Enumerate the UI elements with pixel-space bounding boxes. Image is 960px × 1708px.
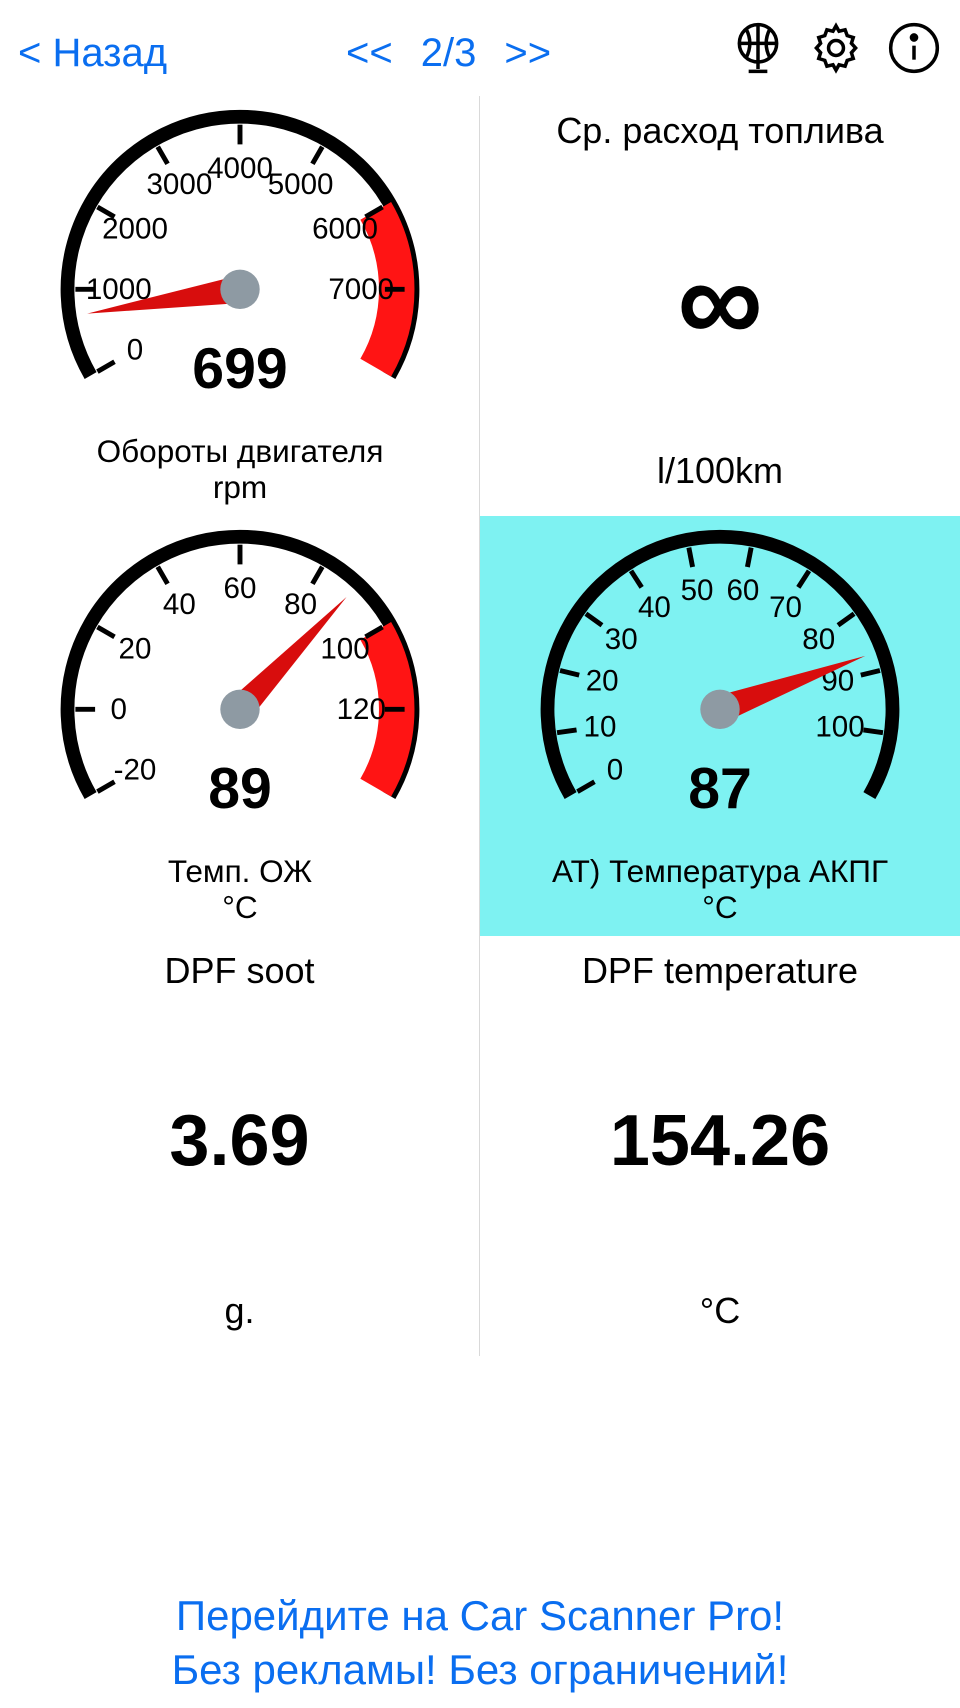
svg-text:50: 50	[681, 574, 714, 607]
panel-dpf-temp[interactable]: DPF temperature 154.26 °C	[480, 936, 960, 1356]
svg-text:5000: 5000	[267, 168, 333, 201]
svg-text:Обороты двигателя: Обороты двигателя	[96, 433, 383, 469]
svg-text:60: 60	[223, 572, 256, 605]
next-page-button[interactable]: >>	[504, 31, 551, 76]
svg-text:20: 20	[118, 633, 151, 666]
svg-text:6000: 6000	[312, 213, 378, 246]
prev-page-button[interactable]: <<	[346, 31, 393, 76]
svg-text:30: 30	[605, 623, 638, 656]
panel-fuel[interactable]: Ср. расход топлива ∞ l/100km	[480, 96, 960, 516]
gauge-atf[interactable]: 010203040506070809010087AT) Температура …	[480, 516, 960, 936]
info-icon[interactable]	[886, 20, 942, 86]
svg-text:0: 0	[126, 334, 142, 367]
svg-text:699: 699	[192, 337, 287, 401]
svg-text:20: 20	[586, 665, 619, 698]
svg-text:7000: 7000	[328, 273, 394, 306]
svg-text:120: 120	[336, 693, 385, 726]
promo-banner[interactable]: Перейдите на Car Scanner Pro! Без реклам…	[0, 1589, 960, 1698]
svg-text:rpm: rpm	[212, 469, 266, 505]
dpf-soot-value: 3.69	[169, 992, 309, 1290]
svg-text:3000: 3000	[146, 168, 212, 201]
svg-text:°C: °C	[222, 889, 257, 925]
dpf-temp-unit: °C	[700, 1290, 740, 1356]
svg-text:0: 0	[607, 754, 623, 787]
dpf-soot-title: DPF soot	[160, 942, 318, 992]
svg-text:100: 100	[320, 633, 369, 666]
svg-text:-20: -20	[113, 754, 156, 787]
svg-text:4000: 4000	[207, 152, 273, 185]
svg-text:Темп. ОЖ: Темп. ОЖ	[167, 853, 311, 889]
svg-text:10: 10	[584, 710, 617, 743]
svg-text:100: 100	[815, 710, 864, 743]
svg-text:0: 0	[110, 693, 126, 726]
svg-text:80: 80	[802, 623, 835, 656]
dpf-soot-unit: g.	[224, 1290, 254, 1356]
svg-text:°C: °C	[702, 889, 737, 925]
globe-icon[interactable]	[730, 20, 786, 86]
gauge-rpm[interactable]: 01000200030004000500060007000699Обороты …	[0, 96, 480, 516]
gauge-coolant[interactable]: -20 0 20 40 60 80100 120 89 Темп. ОЖ°C	[0, 516, 480, 936]
dpf-temp-value: 154.26	[610, 992, 830, 1290]
back-button[interactable]: < Назад	[18, 31, 167, 76]
svg-text:2000: 2000	[102, 213, 168, 246]
svg-text:89: 89	[208, 757, 272, 821]
svg-text:40: 40	[162, 588, 195, 621]
panel-dpf-soot[interactable]: DPF soot 3.69 g.	[0, 936, 480, 1356]
svg-text:70: 70	[769, 591, 802, 624]
fuel-value: ∞	[677, 152, 763, 450]
svg-text:40: 40	[638, 591, 671, 624]
dpf-temp-title: DPF temperature	[578, 942, 862, 992]
fuel-unit: l/100km	[657, 450, 783, 516]
gear-icon[interactable]	[808, 20, 864, 86]
promo-line2: Без рекламы! Без ограничений!	[0, 1643, 960, 1698]
svg-text:80: 80	[284, 588, 317, 621]
svg-text:60: 60	[727, 574, 760, 607]
svg-text:AT) Температура АКПГ: AT) Температура АКПГ	[552, 853, 888, 889]
svg-text:87: 87	[688, 757, 752, 821]
promo-line1: Перейдите на Car Scanner Pro!	[0, 1589, 960, 1644]
fuel-title: Ср. расход топлива	[552, 102, 887, 152]
page-indicator: 2/3	[421, 31, 477, 76]
